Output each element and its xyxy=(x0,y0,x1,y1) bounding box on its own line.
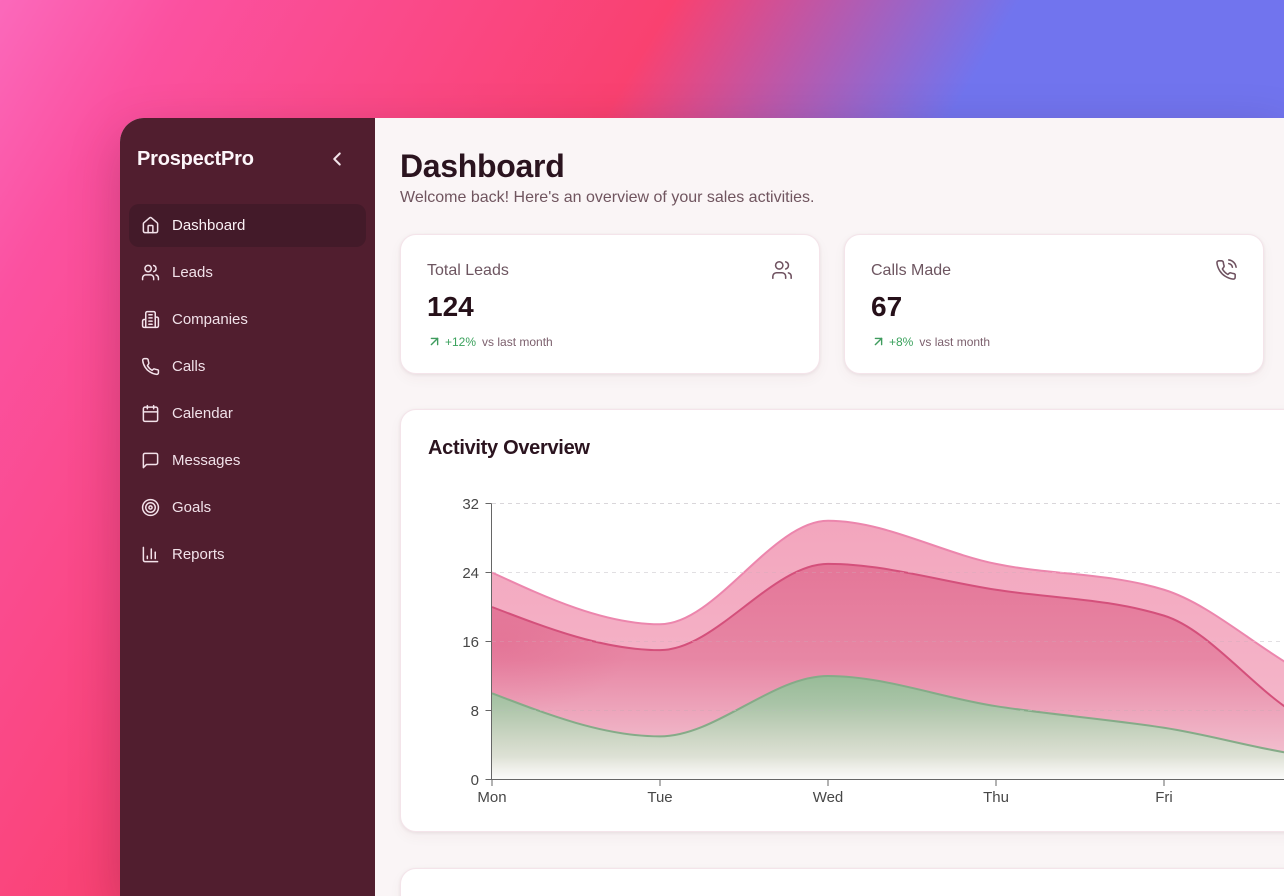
svg-text:24: 24 xyxy=(462,565,479,582)
svg-text:Tue: Tue xyxy=(647,789,672,806)
svg-text:Thu: Thu xyxy=(983,789,1009,806)
svg-text:Mon: Mon xyxy=(477,789,506,806)
svg-text:Fri: Fri xyxy=(1155,789,1173,806)
svg-text:8: 8 xyxy=(471,703,479,720)
svg-text:0: 0 xyxy=(471,772,479,789)
svg-text:Wed: Wed xyxy=(813,789,844,806)
svg-text:16: 16 xyxy=(462,634,479,651)
svg-text:32: 32 xyxy=(462,496,479,513)
